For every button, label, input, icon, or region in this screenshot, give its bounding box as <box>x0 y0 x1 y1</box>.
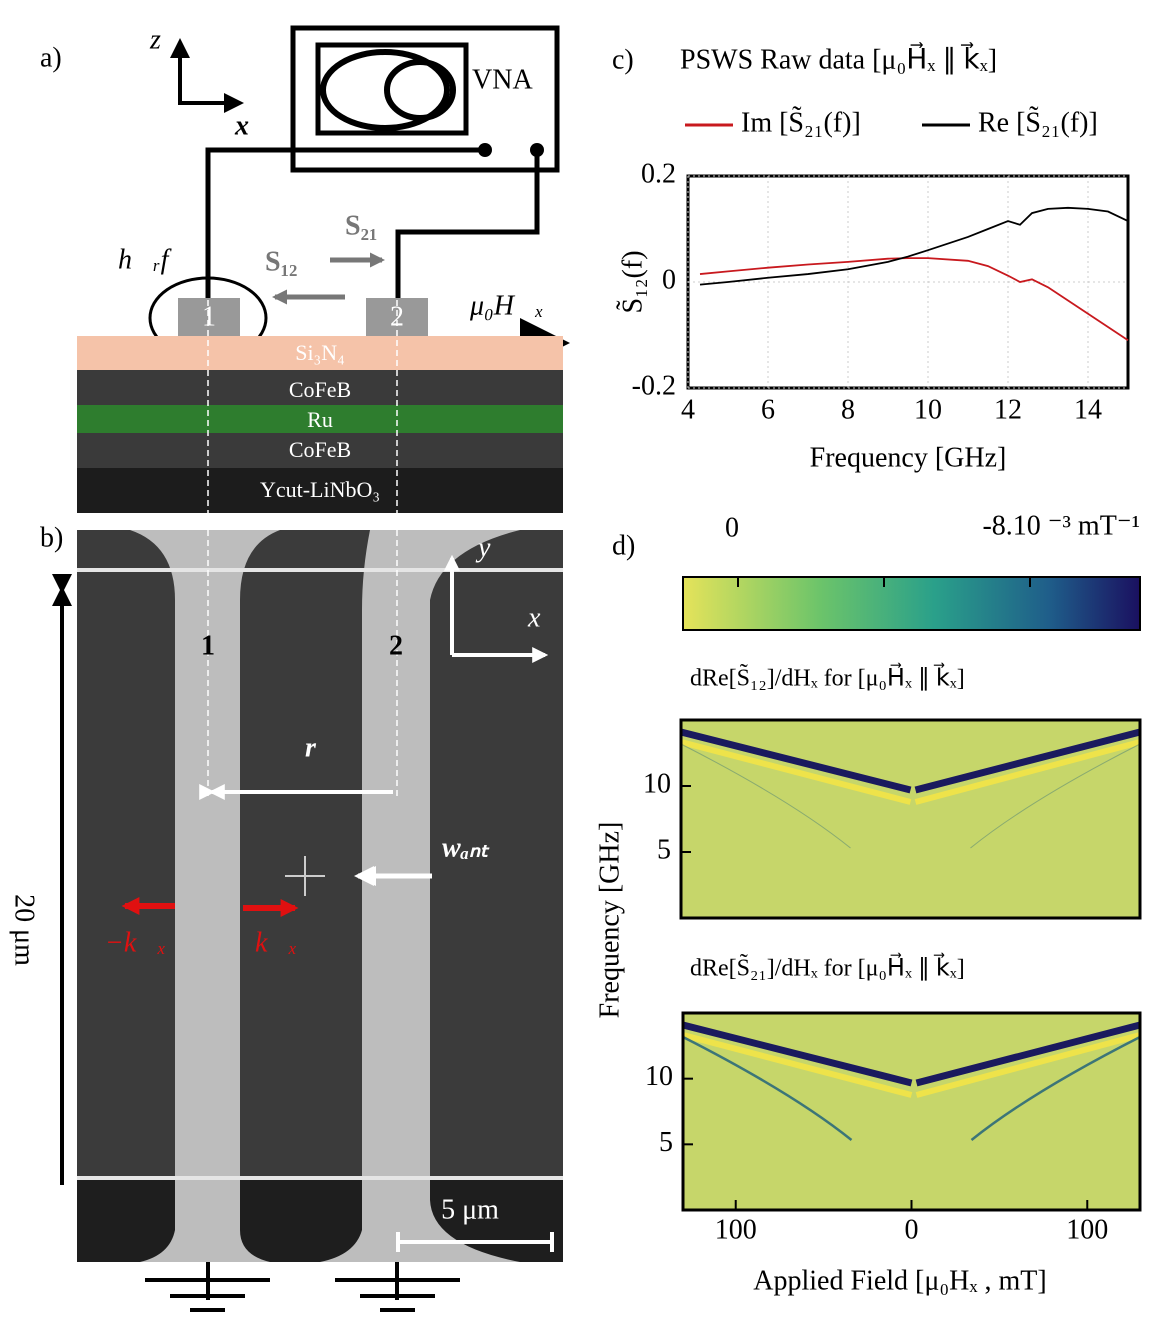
s12-label: S₁₂ <box>265 246 297 277</box>
y-tick-label: 5 <box>659 1127 673 1158</box>
data-line <box>699 257 1129 342</box>
vna-screen <box>315 42 469 136</box>
vna-label: VNA <box>472 64 533 95</box>
scale-bar <box>396 1232 554 1252</box>
port-label: 1 <box>202 301 216 332</box>
vna-icon <box>320 49 450 131</box>
panel-label: c) <box>612 44 634 75</box>
layer <box>77 433 563 468</box>
axis-label: z <box>149 24 161 55</box>
x-axis-label: Applied Field [μ₀Hₓ , mT] <box>753 1265 1046 1296</box>
y-tick-label: 10 <box>643 768 671 799</box>
port-label: 2 <box>390 301 404 332</box>
vna-box <box>290 25 560 173</box>
heatmap-feature <box>680 739 1141 805</box>
panel-label: a) <box>40 42 62 73</box>
layer <box>77 370 563 405</box>
s21-label: S₂₁ <box>345 210 377 241</box>
x-tick-label: 100 <box>715 1214 757 1245</box>
ground <box>145 1262 460 1312</box>
panel-c: c) PSWS Raw data [μ₀H⃗ₓ ∥ k⃗ₓ] Im [S̃₂₁(f… <box>612 41 1130 473</box>
layer <box>77 468 563 513</box>
x-tick-label: 0 <box>905 1214 919 1245</box>
vna-icon <box>384 59 456 121</box>
field-label: μ₀H⃗ₓ <box>469 290 544 321</box>
axis-label: y <box>475 532 491 563</box>
wires <box>205 147 540 300</box>
chart-title: PSWS Raw data [μ₀H⃗ₓ ∥ k⃗ₓ] <box>680 41 997 75</box>
antenna-label: 1 <box>201 630 215 661</box>
height-label: 20 μm <box>9 894 40 966</box>
crosshair <box>285 856 325 896</box>
x-tick-label: 100 <box>1066 1214 1108 1245</box>
layer-label: CoFeB <box>289 437 351 462</box>
port <box>530 143 544 157</box>
antenna-label: 2 <box>389 630 403 661</box>
port <box>478 143 492 157</box>
antenna-strip <box>320 530 520 1262</box>
colorbar-label: -8.10 ⁻³ mT⁻¹ <box>982 510 1140 541</box>
layer <box>77 405 563 433</box>
y-axis-label: S̃₁₂(f) <box>617 250 649 313</box>
heatmap-feature <box>680 728 1141 794</box>
antenna <box>178 298 240 336</box>
legend-label: Re [S̃₂₁(f)] <box>978 107 1098 139</box>
axes-arrows <box>178 42 240 105</box>
panel-b: b) 1 2 y x r wₐₙₜ −k⃗ₓ k⃗ₓ 20 μm 5 μm <box>9 300 563 1312</box>
heatmap-title: dRe[S̃₁₂]/dHₓ for [μ₀H⃗ₓ ∥ k⃗ₓ] <box>690 662 965 691</box>
x-axis-label: Frequency [GHz] <box>810 442 1007 473</box>
layer-label: Si₃N₄ <box>295 340 345 365</box>
y-tick-label: 0 <box>662 264 676 295</box>
panel-d: d) 0 -8.10 ⁻³ mT⁻¹ Frequency [GHz] Appli… <box>594 510 1142 1296</box>
panel-a: a) z x VNA h⃗ᵣf S₂₁ S₁₂ 1 2 μ₀H⃗ₓ Si₃N₄ … <box>40 24 570 513</box>
data-line <box>699 206 1129 286</box>
colorbar-label: 0 <box>725 512 739 543</box>
y-tick-label: 0.2 <box>641 158 676 189</box>
k-label: k⃗ₓ <box>255 927 297 958</box>
distance-label: r <box>305 732 317 763</box>
x-tick-label: 6 <box>761 394 775 425</box>
x-tick-label: 4 <box>681 394 695 425</box>
y-axis-label: Frequency [GHz] <box>594 822 625 1019</box>
layer <box>77 336 563 370</box>
x-tick-label: 14 <box>1074 394 1102 425</box>
axis-label: x <box>234 110 249 141</box>
colorbar <box>682 576 1141 631</box>
layer-label: Ru <box>307 407 333 432</box>
k-label: −k⃗ₓ <box>105 927 166 958</box>
panel-label: b) <box>40 522 63 553</box>
layer-label: Ycut-LiNbO₃ <box>260 477 380 502</box>
y-tick-label: 10 <box>645 1061 673 1092</box>
heatmap-title: dRe[S̃₂₁]/dHₓ for [μ₀H⃗ₓ ∥ k⃗ₓ] <box>690 952 965 981</box>
x-tick-label: 12 <box>994 394 1022 425</box>
heatmap-feature <box>680 743 1141 849</box>
axis-label: x <box>527 602 541 633</box>
sem-region <box>77 1180 563 1262</box>
dashed-guides <box>207 300 398 800</box>
layer-label: CoFeB <box>289 377 351 402</box>
panel-label: d) <box>612 530 635 561</box>
edge-lines <box>77 568 563 1180</box>
heatmap-feature <box>682 1021 1141 1087</box>
x-tick-label: 8 <box>841 394 855 425</box>
y-tick-label: -0.2 <box>632 370 676 401</box>
y-tick-label: 5 <box>657 834 671 865</box>
colorbar-ticks <box>737 577 1031 587</box>
x-tick-label: 10 <box>914 394 942 425</box>
scale-label: 5 μm <box>441 1194 499 1225</box>
plot-frame <box>679 718 1142 920</box>
sem-image <box>77 530 563 1262</box>
rf-field-label: h⃗ᵣf <box>118 244 172 275</box>
antenna-strip <box>130 530 280 1262</box>
heatmap-feature <box>682 1032 1141 1098</box>
width-label: wₐₙₜ <box>442 832 490 863</box>
legend-label: Im [S̃₂₁(f)] <box>741 107 861 139</box>
heatmap-feature <box>682 1035 1141 1141</box>
